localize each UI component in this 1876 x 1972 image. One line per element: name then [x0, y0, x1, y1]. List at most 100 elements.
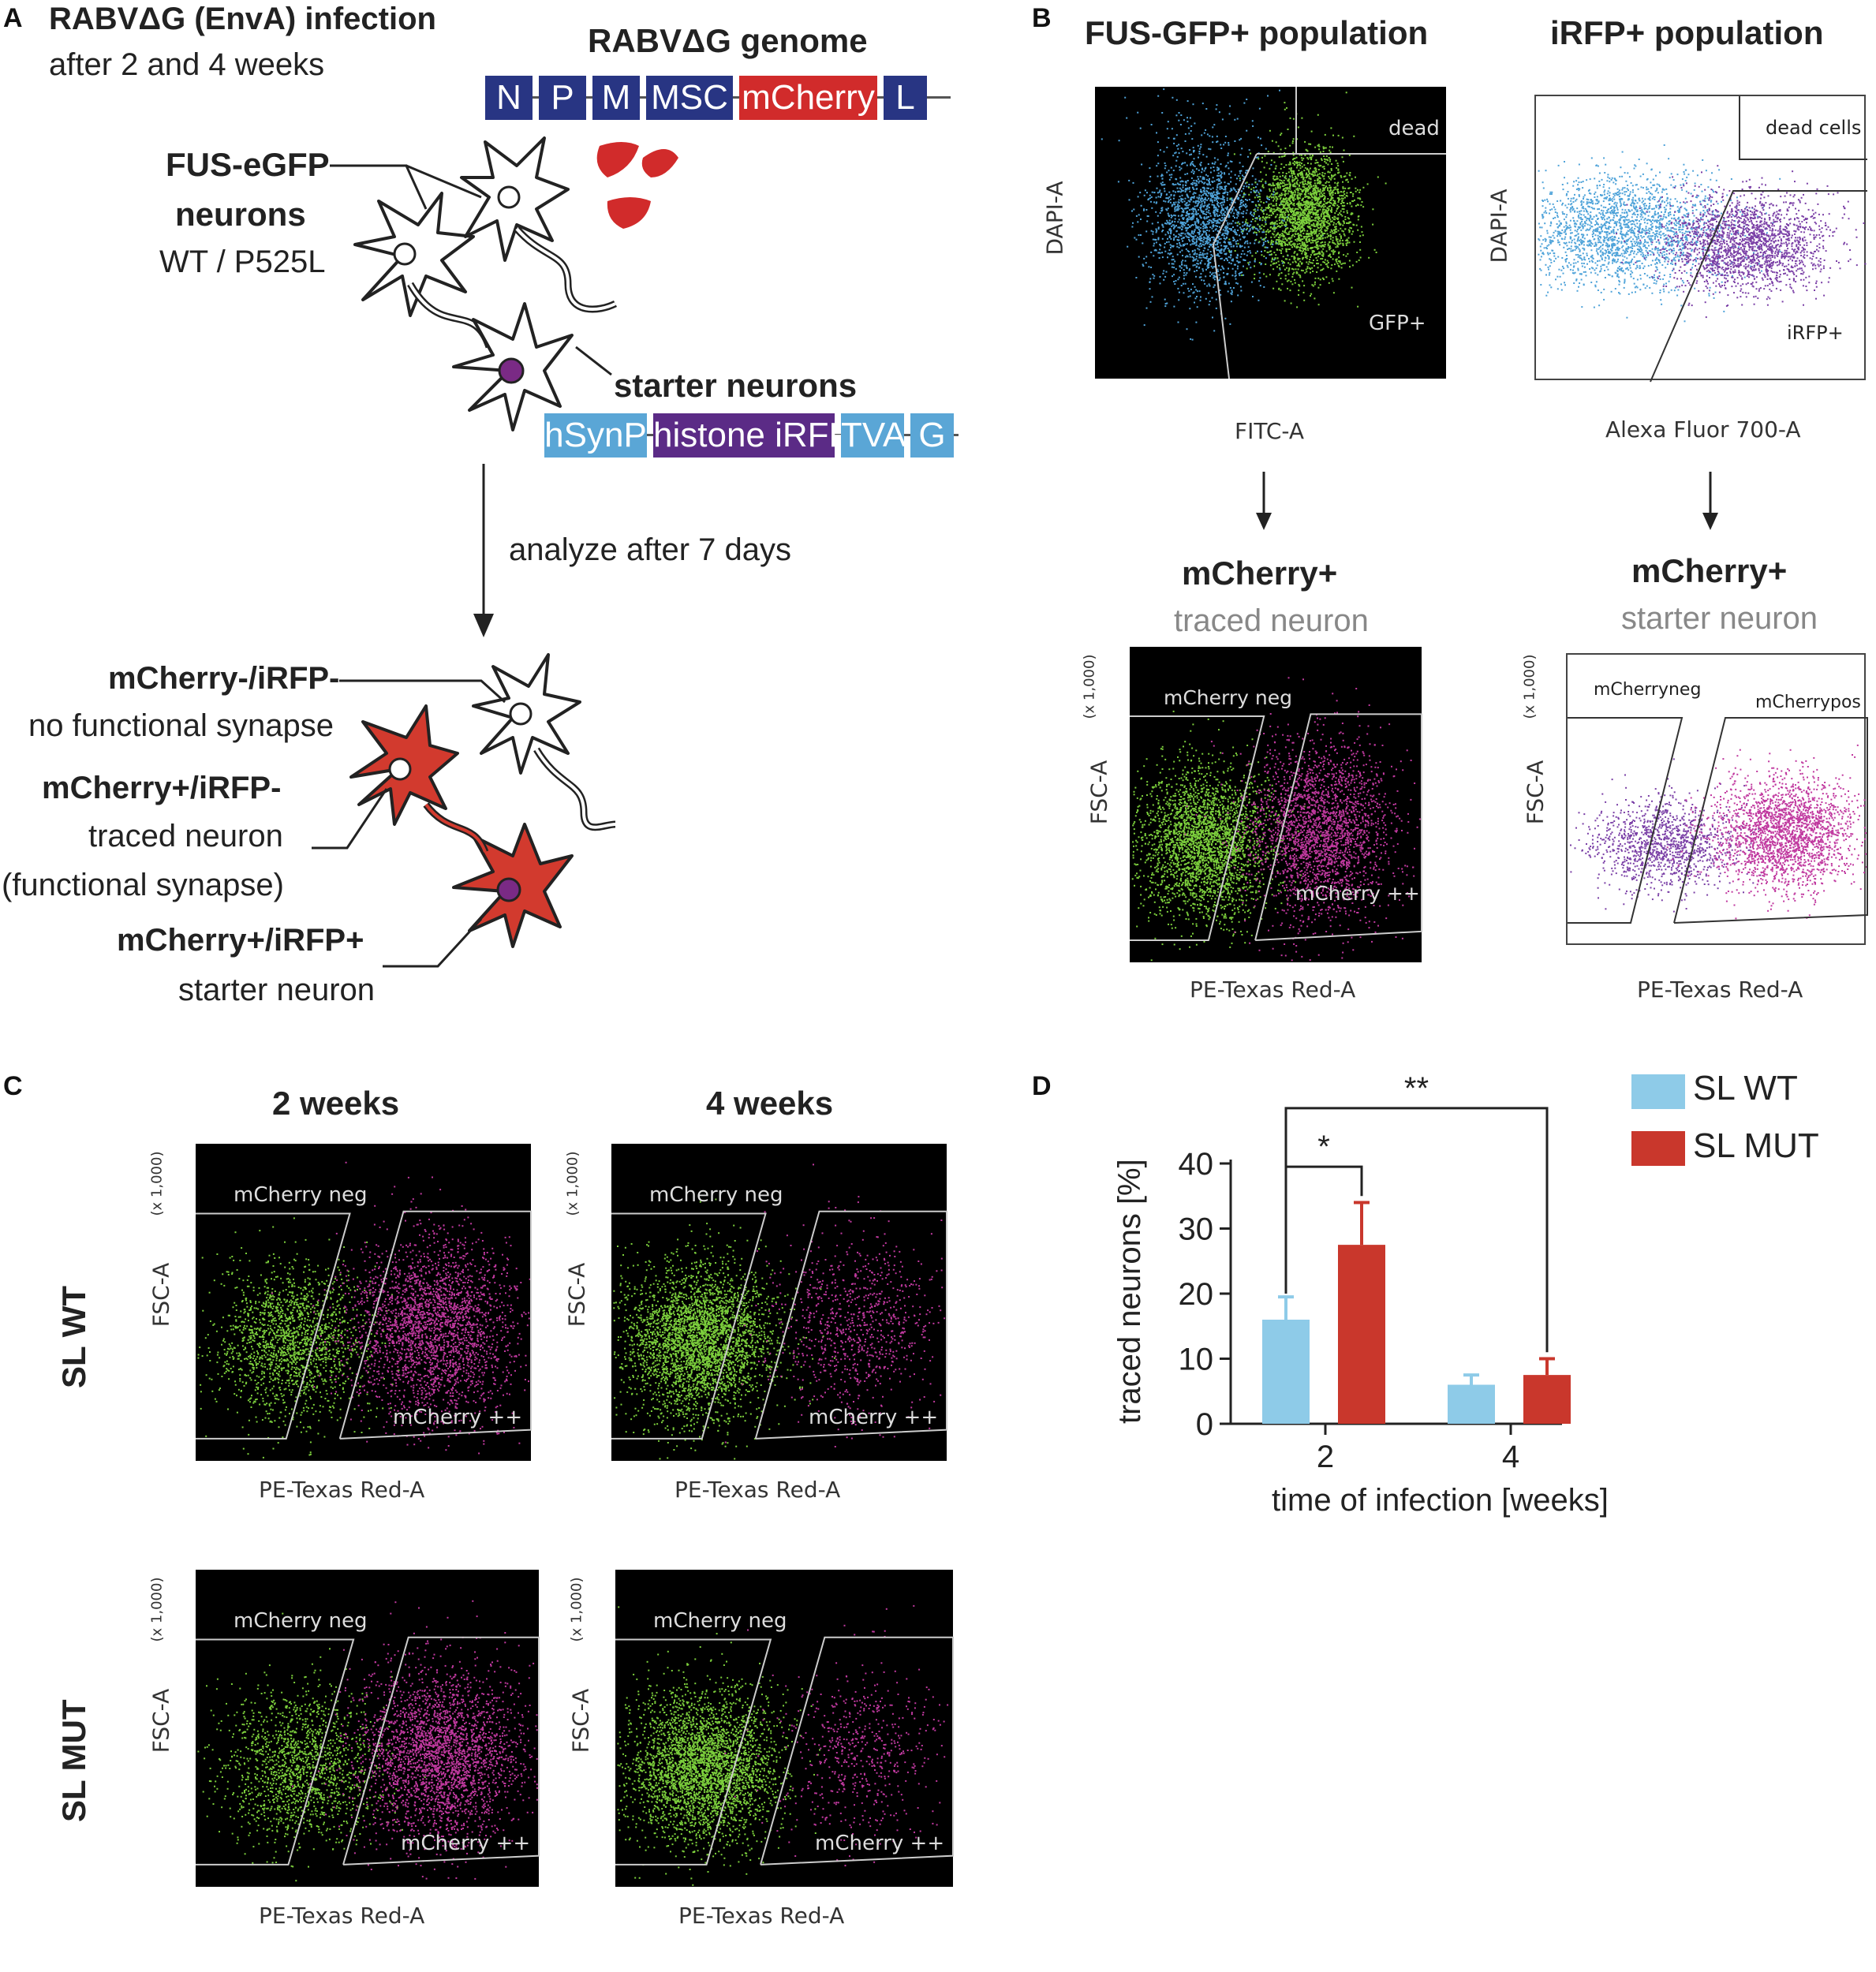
- gate-label-dead: dead: [1388, 117, 1440, 140]
- plotB3-svg: [1130, 677, 1422, 962]
- c-ylabel-2: FSC-A: [148, 1689, 174, 1754]
- gate-mcherry-pos: [760, 1636, 954, 1866]
- construct-bar-segment-3: G: [910, 413, 954, 458]
- outcome-3-label: mCherry+/iRFP+: [117, 923, 364, 958]
- event-cloud: [724, 1163, 946, 1447]
- event-cloud: [1117, 96, 1324, 341]
- genome-bar-segment-1: P: [539, 76, 586, 120]
- neuron-schematic-top: [312, 136, 678, 968]
- b4-ylabel: FSC-A: [1522, 760, 1548, 825]
- c-row2: SL MUT: [55, 1699, 93, 1822]
- event-cloud: [724, 1604, 949, 1867]
- construct-bar-segment-2: TVA: [841, 413, 906, 458]
- d-ylabel: traced neurons [%]: [1112, 1159, 1148, 1424]
- gate-mcherry-neg: [196, 1212, 351, 1440]
- event-cloud: [1184, 677, 1421, 962]
- fus-label-1: FUS-eGFP: [166, 146, 330, 184]
- c-xlabel-3: PE-Texas Red-A: [678, 1903, 844, 1929]
- flow-plot-irfp: [1534, 95, 1867, 383]
- sig-bracket-2: [1284, 1107, 1549, 1353]
- event-cloud: [617, 1606, 820, 1886]
- b4-gate-neg: mCherryneg: [1594, 680, 1701, 700]
- b1-xlabel: FITC-A: [1235, 418, 1304, 444]
- b3-gate-neg: mCherry neg: [1164, 686, 1292, 709]
- analyze-label: analyze after 7 days: [509, 532, 791, 568]
- genome-bar-segment-5: L: [884, 76, 927, 120]
- c-xlabel-2: PE-Texas Red-A: [259, 1903, 424, 1929]
- c-gate-pos-3: mCherry ++: [815, 1832, 944, 1855]
- c-xlabel-0: PE-Texas Red-A: [259, 1477, 424, 1503]
- event-cloud: [197, 1612, 426, 1882]
- c-ylabel-0: FSC-A: [148, 1263, 174, 1328]
- b-right-title: iRFP+ population: [1550, 14, 1823, 52]
- y-tick-label: 10: [1179, 1343, 1214, 1377]
- event-cloud: [291, 1600, 538, 1880]
- panel-a-subtitle: after 2 and 4 weeks: [49, 47, 324, 83]
- gate-label-irfp: iRFP+: [1787, 322, 1844, 344]
- gate-mcherry-neg: [615, 1638, 772, 1866]
- gate-mcherry-pos: [1254, 713, 1422, 941]
- virus-particle-icon: [596, 142, 639, 177]
- plotC1-svg: [196, 1161, 532, 1458]
- flow-plot-wt-4wk: [611, 1144, 947, 1461]
- flow-plot-starter: [1566, 653, 1868, 945]
- plotB2-svg: [1538, 96, 1867, 383]
- b-arrows: [1256, 472, 1718, 530]
- fus-label-3: WT / P525L: [159, 245, 325, 280]
- c-yscale-2: (x 1,000): [148, 1578, 165, 1642]
- c-yscale-0: (x 1,000): [148, 1152, 165, 1216]
- rabv-genome-bar: N P M MSC mCherry L: [485, 74, 951, 121]
- event-cloud: [1570, 758, 1774, 913]
- panel-a-title: RABVΔG (EnvA) infection: [49, 2, 436, 37]
- flow-plot-mut-4wk: [615, 1570, 954, 1887]
- gate-dead-cells: [1739, 96, 1867, 160]
- construct-bar-segment-0: hSynP: [544, 413, 647, 458]
- c-gate-pos-1: mCherry ++: [809, 1406, 938, 1429]
- fus-label-2: neurons: [175, 196, 306, 233]
- c-yscale-1: (x 1,000): [564, 1152, 581, 1216]
- sig-label-1: *: [1317, 1130, 1330, 1164]
- sig-bracket-1: [1284, 1165, 1363, 1294]
- gate-mcherry-pos: [1673, 717, 1868, 924]
- flow-plot-traced: [1130, 647, 1422, 962]
- plotB1-svg: [1101, 87, 1446, 379]
- outcome-1-label: mCherry-/iRFP-: [108, 661, 339, 697]
- flow-plot-mut-2wk: [196, 1570, 540, 1887]
- c-ylabel-3: FSC-A: [567, 1689, 593, 1754]
- gate-mcherry-neg: [611, 1212, 767, 1440]
- panel-d-letter: D: [1032, 1071, 1052, 1102]
- c-gate-pos-2: mCherry ++: [401, 1832, 530, 1855]
- gate-mcherry-neg: [1568, 717, 1684, 924]
- down-arrow-icon: [473, 614, 494, 637]
- b4-yscale: (x 1,000): [1521, 655, 1538, 719]
- d-xlabel: time of infection [weeks]: [1272, 1483, 1609, 1518]
- panel-b-letter: B: [1032, 3, 1052, 34]
- gate-mcherry-pos: [754, 1210, 947, 1440]
- legend-label-mut: SL MUT: [1693, 1126, 1819, 1166]
- b-left-title: FUS-GFP+ population: [1085, 14, 1428, 52]
- c-gate-neg-3: mCherry neg: [653, 1609, 787, 1633]
- x-tick-label: 2: [1317, 1440, 1334, 1474]
- event-cloud: [1101, 88, 1280, 195]
- gate-gfp-left: [1212, 153, 1258, 379]
- bar: [1448, 1384, 1495, 1424]
- c-yscale-3: (x 1,000): [568, 1578, 585, 1642]
- panel-a-letter: A: [3, 3, 23, 34]
- event-cloud: [271, 1161, 531, 1455]
- b2-xlabel: Alexa Fluor 700-A: [1605, 416, 1801, 443]
- outcome-2-sub2: (functional synapse): [2, 868, 284, 903]
- b-right-sub-title: mCherry+: [1631, 552, 1787, 590]
- event-cloud: [1131, 710, 1329, 962]
- c-ylabel-1: FSC-A: [563, 1263, 589, 1328]
- c-col2: 4 weeks: [706, 1085, 833, 1122]
- starter-construct-bar: hSynP histone iRFP TVA G: [544, 412, 959, 459]
- y-tick-label: 40: [1179, 1147, 1214, 1182]
- gate-label-dead-cells: dead cells: [1766, 117, 1861, 139]
- event-cloud: [613, 1198, 835, 1460]
- construct-bar-segment-1: histone iRFP: [653, 413, 852, 458]
- y-tick-label: 30: [1179, 1212, 1214, 1247]
- genome-bar-segment-4: mCherry: [739, 76, 877, 120]
- b-left-sub-title: mCherry+: [1182, 555, 1337, 592]
- panel-c-letter: C: [3, 1071, 23, 1102]
